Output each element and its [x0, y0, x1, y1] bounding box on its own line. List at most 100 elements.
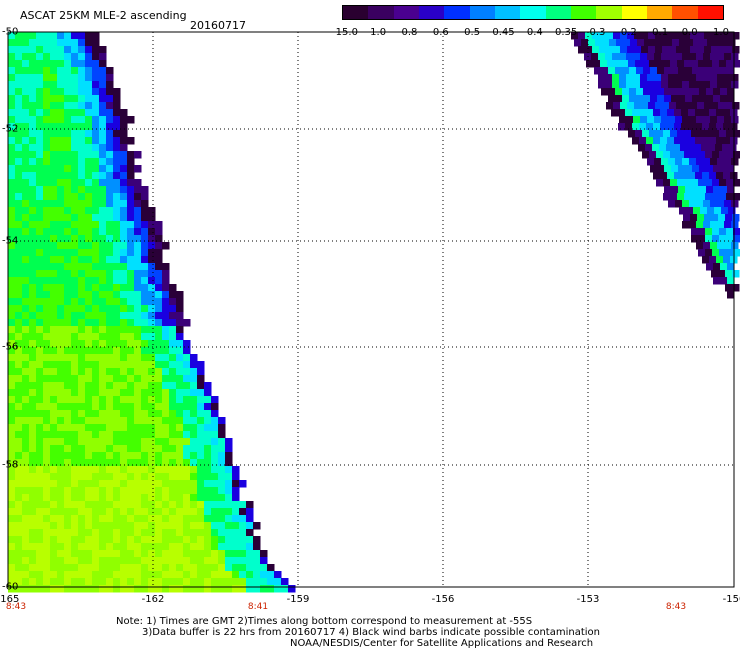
swath-cell [113, 557, 121, 565]
swath-cell [15, 277, 23, 285]
swath-cell [204, 522, 212, 530]
swath-cell [71, 382, 79, 390]
swath-cell [134, 298, 142, 306]
swath-cell [155, 480, 163, 488]
swath-cell [99, 354, 107, 362]
swath-cell [113, 501, 121, 509]
swath-cell [162, 585, 170, 593]
swath-cell [718, 32, 726, 40]
swath-cell [50, 74, 58, 82]
swath-cell [85, 179, 93, 187]
swath-cell [71, 515, 79, 523]
swath-cell [92, 557, 100, 565]
swath-cell [197, 459, 205, 467]
swath-cell [99, 214, 107, 222]
time-label: 8:41 [247, 602, 269, 612]
swath-cell [71, 256, 79, 264]
swath-cell [662, 102, 670, 110]
swath-cell [197, 494, 205, 502]
swath-cell [71, 487, 79, 495]
swath-cell [8, 102, 16, 110]
swath-cell [99, 438, 107, 446]
swath-cell [176, 578, 184, 586]
swath-cell [57, 347, 65, 355]
swath-cell [36, 508, 44, 516]
swath-cell [134, 571, 142, 579]
swath-cell [71, 550, 79, 558]
swath-cell [246, 571, 254, 579]
swath-cell [720, 277, 728, 285]
swath-cell [99, 242, 107, 250]
swath-cell [106, 452, 114, 460]
swath-cell [22, 284, 30, 292]
colorbar-segment [570, 6, 597, 19]
swath-cell [642, 60, 650, 68]
swath-cell [64, 480, 72, 488]
swath-cell [141, 480, 149, 488]
swath-cell [85, 417, 93, 425]
swath-cell [64, 354, 72, 362]
note-line-2: 3)Data buffer is 22 hrs from 20160717 4)… [142, 627, 600, 638]
swath-cell [666, 144, 674, 152]
swath-cell [162, 396, 170, 404]
swath-cell [78, 459, 86, 467]
swath-cell [71, 494, 79, 502]
swath-cell [148, 389, 156, 397]
colorbar-label: -0.1 [648, 27, 669, 38]
swath-cell [43, 116, 51, 124]
swath-cell [148, 263, 156, 271]
swath-cell [674, 123, 682, 131]
swath-cell [106, 74, 114, 82]
swath-cell [692, 67, 700, 75]
swath-cell [710, 116, 718, 124]
swath-cell [654, 158, 662, 166]
swath-cell [727, 277, 735, 285]
swath-cell [155, 312, 163, 320]
swath-cell [689, 53, 697, 61]
swath-cell [85, 53, 93, 61]
swath-cell [211, 550, 219, 558]
swath-cell [92, 361, 100, 369]
swath-cell [594, 67, 602, 75]
swath-cell [36, 39, 44, 47]
swath-cell [621, 60, 629, 68]
swath-cell [719, 235, 727, 243]
swath-cell [134, 333, 142, 341]
swath-cell [218, 494, 226, 502]
swath-cell [15, 116, 23, 124]
swath-cell [43, 382, 51, 390]
swath-cell [232, 578, 240, 586]
swath-cell [78, 501, 86, 509]
swath-cell [683, 214, 691, 222]
swath-cell [71, 536, 79, 544]
swath-cell [155, 340, 163, 348]
swath-cell [71, 501, 79, 509]
swath-cell [703, 116, 711, 124]
swath-cell [99, 361, 107, 369]
swath-cell [71, 417, 79, 425]
swath-cell [43, 326, 51, 334]
swath-cell [57, 417, 65, 425]
swath-cell [113, 221, 121, 229]
swath-cell [99, 347, 107, 355]
swath-cell [733, 60, 740, 68]
swath-cell [92, 459, 100, 467]
swath-cell [197, 410, 205, 418]
swath-cell [127, 452, 135, 460]
swath-cell [134, 340, 142, 348]
swath-cell [106, 340, 114, 348]
swath-cell [57, 354, 65, 362]
swath-cell [99, 340, 107, 348]
swath-cell [120, 207, 128, 215]
swath-cell [239, 501, 247, 509]
swath-cell [723, 256, 731, 264]
swath-cell [683, 102, 691, 110]
swath-cell [148, 382, 156, 390]
swath-cell [642, 130, 650, 138]
swath-cell [15, 557, 23, 565]
swath-cell [657, 88, 665, 96]
swath-cell [29, 550, 37, 558]
swath-cell [682, 200, 690, 208]
swath-cell [15, 53, 23, 61]
swath-cell [732, 102, 740, 110]
